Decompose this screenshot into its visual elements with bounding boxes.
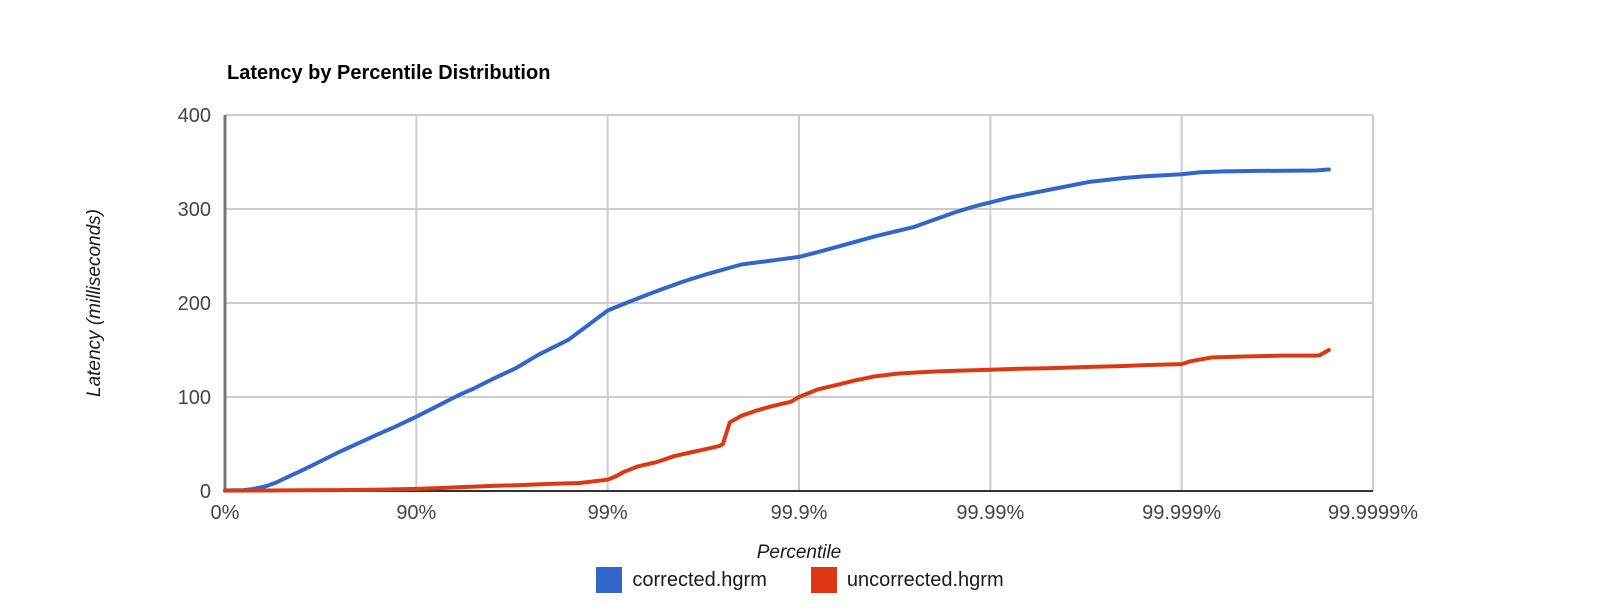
legend-label-corrected: corrected.hgrm [632, 568, 767, 591]
series-line-corrected[interactable] [223, 167, 1331, 493]
x-axis-title: Percentile [756, 542, 842, 563]
x-tick-label: 99.999% [1142, 502, 1221, 524]
x-tick-label: 99.99% [956, 502, 1024, 524]
y-tick-label: 400 [178, 105, 211, 127]
axis-lines [223, 115, 1373, 492]
y-tick-label: 100 [178, 387, 211, 409]
legend-swatch-corrected [596, 567, 623, 593]
x-tick-label: 0% [211, 502, 240, 524]
legend-item-uncorrected: uncorrected.hgrm [810, 567, 1004, 593]
x-tick-label: 90% [396, 502, 436, 524]
legend: corrected.hgrm uncorrected.hgrm [0, 567, 1600, 593]
tick-labels: 0 100 200 300 400 0% 90% 99% 99.9% 99.99% 99.999% 9… [178, 105, 1419, 524]
y-tick-label: 300 [178, 199, 211, 221]
chart-title: Latency by Percentile Distribution [227, 62, 551, 84]
legend-label-uncorrected: uncorrected.hgrm [846, 568, 1004, 591]
y-tick-label: 0 [200, 481, 211, 503]
x-tick-label: 99% [588, 502, 628, 524]
x-tick-label: 99.9% [771, 502, 828, 524]
x-tick-label: 99.9999% [1328, 502, 1418, 524]
series-line-uncorrected[interactable] [223, 348, 1331, 493]
legend-swatch-uncorrected [810, 567, 837, 593]
y-tick-label: 200 [178, 293, 211, 315]
legend-item-corrected: corrected.hgrm [596, 567, 767, 593]
y-axis-title: Latency (milliseconds) [84, 209, 105, 397]
